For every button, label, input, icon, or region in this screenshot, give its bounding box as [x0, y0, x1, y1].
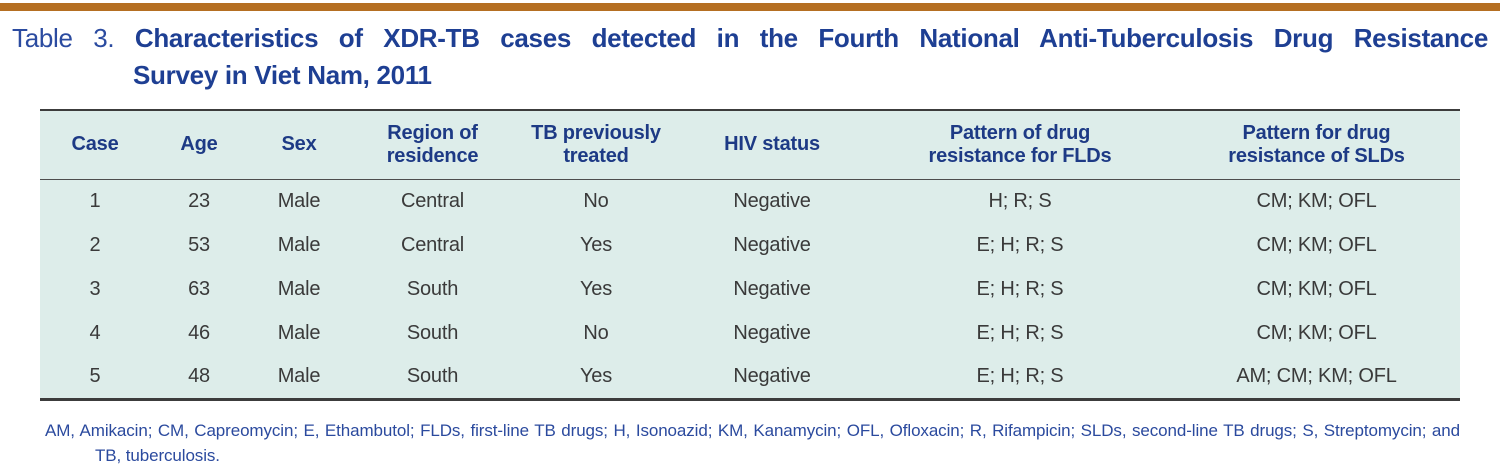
table-row: 2 53 Male Central Yes Negative E; H; R; …	[40, 223, 1460, 267]
cell-region: Central	[400, 189, 465, 212]
column-header-fld-pattern: Pattern of drug resistance for FLDs	[867, 109, 1173, 180]
column-header-sld-pattern: Pattern for drug resistance of SLDs	[1173, 109, 1460, 180]
cell-fld-pattern: E; H; R; S	[976, 277, 1064, 300]
cell-tb-treated: Yes	[515, 355, 677, 401]
cell-sex: Male	[277, 233, 321, 256]
column-header-tb-treated: TB previously treated	[515, 109, 677, 180]
xdr-tb-cases-table: Case Age Sex Region of residence TB prev…	[40, 109, 1460, 401]
cell-region: South	[350, 355, 515, 401]
abbreviations-footnote: AM, Amikacin; CM, Capreomycin; E, Ethamb…	[45, 420, 1460, 465]
cell-case: 5	[40, 355, 150, 401]
cell-fld-pattern: E; H; R; S	[867, 355, 1173, 401]
column-header-hiv-status: HIV status	[677, 109, 867, 180]
cell-age: 63	[188, 277, 210, 300]
cell-sex: Male	[277, 277, 321, 300]
caption-line1: Table 3. Characteristics of XDR-TB cases…	[12, 20, 1488, 57]
cell-tb-treated: Yes	[579, 233, 613, 256]
column-header-sex: Sex	[248, 109, 350, 180]
cell-fld-pattern: E; H; R; S	[976, 321, 1064, 344]
cell-tb-treated: No	[583, 189, 609, 212]
cell-region: South	[406, 321, 459, 344]
cell-sex: Male	[277, 321, 321, 344]
column-header-case: Case	[40, 109, 150, 180]
table-row: 1 23 Male Central No Negative H; R; S CM…	[40, 179, 1460, 223]
cell-sld-pattern: CM; KM; OFL	[1256, 189, 1377, 212]
cell-sld-pattern: AM; CM; KM; OFL	[1173, 355, 1460, 401]
cell-hiv-status: Negative	[677, 355, 867, 401]
cell-fld-pattern: H; R; S	[988, 189, 1052, 212]
table-header: Case Age Sex Region of residence TB prev…	[40, 109, 1460, 180]
column-header-region: Region of residence	[350, 109, 515, 180]
cell-sex: Male	[277, 189, 321, 212]
cell-sld-pattern: CM; KM; OFL	[1256, 233, 1377, 256]
cell-case: 2	[89, 233, 101, 256]
caption-title-line2: Survey in Viet Nam, 2011	[133, 60, 432, 90]
cell-fld-pattern: E; H; R; S	[976, 233, 1064, 256]
cell-case: 1	[89, 189, 101, 212]
top-accent-bar	[0, 3, 1500, 11]
cell-tb-treated: No	[583, 321, 609, 344]
cell-hiv-status: Negative	[733, 277, 811, 300]
table-body: 1 23 Male Central No Negative H; R; S CM…	[40, 179, 1460, 401]
cell-age: 46	[188, 321, 210, 344]
table-row: 3 63 Male South Yes Negative E; H; R; S …	[40, 267, 1460, 311]
table-caption: Table 3. Characteristics of XDR-TB cases…	[12, 20, 1488, 94]
cell-age: 53	[188, 233, 210, 256]
cell-region: Central	[400, 233, 465, 256]
cell-age: 48	[150, 355, 248, 401]
caption-title-line1: Characteristics of XDR-TB cases detected…	[134, 23, 1488, 53]
column-header-age: Age	[150, 109, 248, 180]
cell-sld-pattern: CM; KM; OFL	[1256, 321, 1377, 344]
cell-hiv-status: Negative	[733, 189, 811, 212]
cell-region: South	[406, 277, 459, 300]
cell-case: 4	[89, 321, 101, 344]
header-row: Case Age Sex Region of residence TB prev…	[40, 109, 1460, 180]
cell-sld-pattern: CM; KM; OFL	[1256, 277, 1377, 300]
cell-age: 23	[188, 189, 210, 212]
cell-case: 3	[89, 277, 101, 300]
cell-sex: Male	[248, 355, 350, 401]
cell-hiv-status: Negative	[733, 321, 811, 344]
table-row: 5 48 Male South Yes Negative E; H; R; S …	[40, 355, 1460, 401]
cell-hiv-status: Negative	[733, 233, 811, 256]
caption-label: Table 3.	[12, 23, 115, 53]
cell-tb-treated: Yes	[579, 277, 613, 300]
table-row: 4 46 Male South No Negative E; H; R; S C…	[40, 311, 1460, 355]
